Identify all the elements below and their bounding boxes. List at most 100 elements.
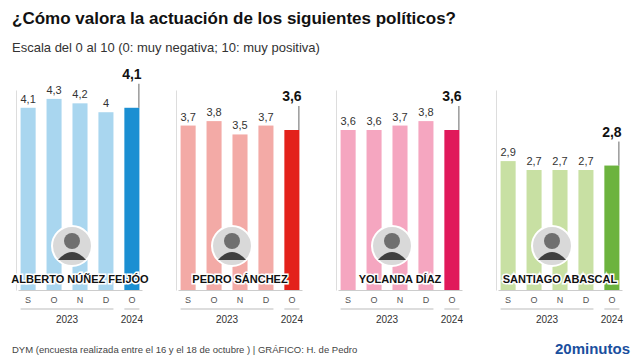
data-label: 3,6: [366, 115, 381, 127]
bar: [98, 112, 113, 290]
panel: 4,14,34,244,1ALBERTO NÚÑEZ FEIJÓOSONDO20…: [11, 66, 149, 325]
x-axis: SONDO: [339, 290, 463, 305]
data-label: 4,1: [20, 93, 35, 105]
x-tick-label: D: [583, 295, 590, 305]
y-axis: [336, 91, 337, 291]
photo-frame: [372, 226, 412, 266]
group-line: [21, 309, 114, 310]
group-line: [444, 309, 459, 310]
group-label: 2023: [56, 314, 79, 325]
x-axis-line: [19, 290, 143, 291]
group-line: [124, 309, 139, 310]
x-tick-label: O: [128, 295, 135, 305]
y-axis: [176, 91, 177, 291]
photo-head: [544, 233, 560, 249]
bars: [501, 161, 620, 290]
data-label: 4,1: [122, 66, 142, 82]
x-tick-label: N: [77, 295, 84, 305]
bar: [207, 121, 222, 290]
data-label: 3,5: [232, 119, 247, 131]
bar: [341, 130, 356, 290]
x-axis-line: [179, 290, 303, 291]
group-label: 2024: [441, 314, 464, 325]
brand: 20minutos: [555, 340, 630, 357]
bar: [181, 126, 196, 290]
y-axis-line: [336, 91, 337, 291]
group-line: [604, 309, 619, 310]
x-tick: N: [77, 290, 84, 305]
bar: [604, 166, 619, 290]
x-tick-label: O: [51, 295, 58, 305]
x-tick: D: [583, 290, 590, 305]
photo-frame: [532, 226, 572, 266]
bars: [341, 121, 460, 290]
leader-line: [298, 106, 299, 130]
data-label: 3,6: [442, 88, 462, 104]
group-line: [284, 309, 299, 310]
group-label: 2023: [216, 314, 239, 325]
group-label: 2024: [121, 314, 144, 325]
x-axis-line: [499, 290, 623, 291]
x-tick: D: [263, 290, 270, 305]
x-tick: S: [505, 290, 511, 305]
subtitle: Escala del 0 al 10 (0: muy negativa; 10:…: [12, 40, 320, 55]
x-axis: SONDO: [19, 290, 143, 305]
data-label: 2,8: [602, 124, 622, 140]
x-tick: O: [371, 290, 378, 305]
group-line: [181, 309, 274, 310]
x-tick: O: [531, 290, 538, 305]
x-tick-label: O: [608, 295, 615, 305]
bar: [284, 130, 299, 290]
x-tick: S: [345, 290, 351, 305]
x-tick-label: O: [288, 295, 295, 305]
leader-line: [458, 106, 459, 130]
bars: [181, 121, 300, 290]
data-label: 2,7: [526, 155, 541, 167]
group-label: 2023: [536, 314, 559, 325]
politician-name: SANTIAGO ABASCAL: [503, 273, 618, 285]
politician-name: PEDRO SÁNCHEZ: [192, 273, 288, 285]
data-label: 2,9: [500, 146, 515, 158]
x-tick-label: O: [531, 295, 538, 305]
y-axis-line: [496, 91, 497, 291]
x-tick-label: D: [103, 295, 110, 305]
y-axis-line: [16, 91, 17, 291]
data-label: 3,6: [340, 115, 355, 127]
title: ¿Cómo valora la actuación de los siguien…: [12, 9, 456, 28]
x-tick-label: D: [423, 295, 430, 305]
bar: [124, 108, 139, 290]
group-label: 2024: [281, 314, 304, 325]
data-label: 2,7: [552, 155, 567, 167]
photo-head: [384, 233, 400, 249]
data-label: 2,7: [578, 155, 593, 167]
bar: [21, 108, 36, 290]
panel: 3,63,63,73,83,6YOLANDA DÍAZSONDO20232024: [337, 88, 464, 325]
data-label: 3,7: [180, 111, 195, 123]
photo-body: [218, 252, 246, 260]
x-tick-label: N: [397, 295, 404, 305]
leader-line: [138, 84, 139, 108]
x-tick: S: [25, 290, 31, 305]
x-tick-label: S: [505, 295, 511, 305]
photo-body: [58, 252, 86, 260]
x-tick-label: O: [448, 295, 455, 305]
x-tick-label: S: [345, 295, 351, 305]
x-tick-label: S: [25, 295, 31, 305]
data-label: 3,6: [282, 88, 302, 104]
leader-line: [618, 142, 619, 166]
x-tick-label: N: [237, 295, 244, 305]
x-tick: D: [423, 290, 430, 305]
x-tick: S: [185, 290, 191, 305]
x-tick: O: [128, 290, 135, 305]
bar: [444, 130, 459, 290]
x-tick: O: [608, 290, 615, 305]
bar: [418, 121, 433, 290]
x-tick: N: [237, 290, 244, 305]
politician-name: YOLANDA DÍAZ: [359, 273, 442, 285]
group-label: 2024: [601, 314, 624, 325]
chart-root: ¿Cómo valora la actuación de los siguien…: [0, 0, 640, 361]
group-label: 2023: [376, 314, 399, 325]
y-axis-line: [176, 91, 177, 291]
data-label: 3,8: [418, 106, 433, 118]
x-axis-line: [339, 290, 463, 291]
